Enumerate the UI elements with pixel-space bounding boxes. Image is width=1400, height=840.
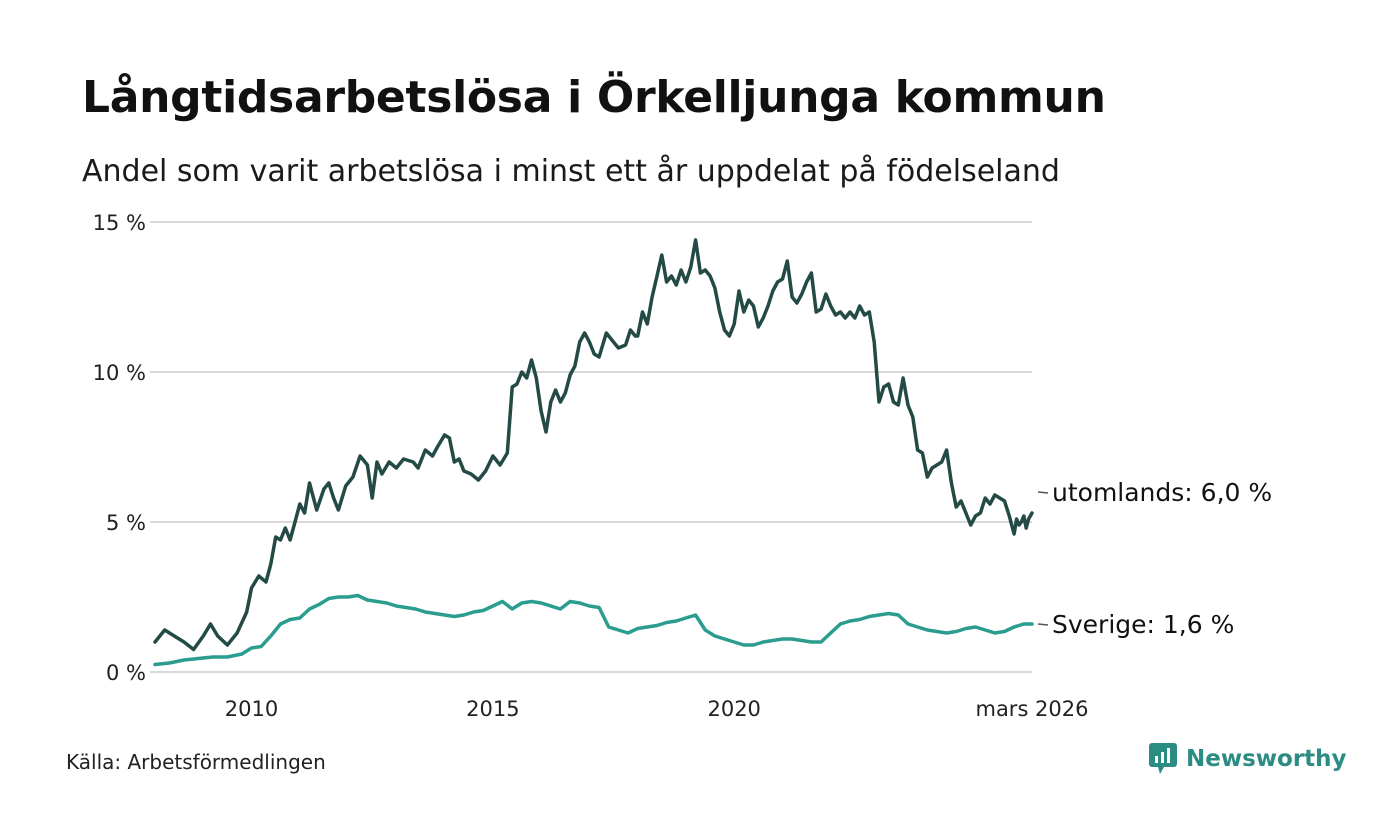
- brand-name: Newsworthy: [1186, 746, 1347, 772]
- end-label-leader: [1037, 623, 1049, 626]
- brand-logo: Newsworthy: [1148, 742, 1347, 776]
- end-label-leader: [1037, 491, 1049, 494]
- chart-title: Långtidsarbetslösa i Örkelljunga kommun: [82, 72, 1106, 123]
- x-tick-label: mars 2026: [975, 697, 1088, 721]
- x-tick-label: 2010: [225, 697, 278, 721]
- x-tick-label: 2015: [466, 697, 519, 721]
- series-line-utomlands: [153, 238, 1034, 652]
- series-line-sverige: [153, 593, 1034, 667]
- series-end-label-sverige: Sverige: 1,6 %: [1052, 610, 1234, 639]
- series-end-label-utomlands: utomlands: 6,0 %: [1052, 478, 1272, 507]
- x-tick-label: 2020: [707, 697, 760, 721]
- source-note: Källa: Arbetsförmedlingen: [66, 750, 326, 774]
- chart-subtitle: Andel som varit arbetslösa i minst ett å…: [82, 154, 1060, 189]
- newsworthy-logo-icon: [1149, 743, 1177, 774]
- y-tick-label: 15 %: [93, 211, 146, 235]
- y-tick-label: 0 %: [106, 661, 146, 685]
- y-tick-label: 10 %: [93, 361, 146, 385]
- y-tick-label: 5 %: [106, 511, 146, 535]
